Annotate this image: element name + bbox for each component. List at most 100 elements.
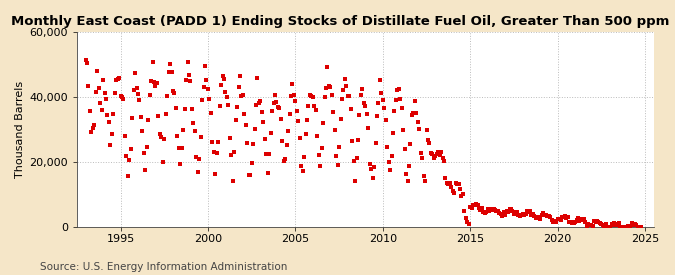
Point — [160, 112, 171, 117]
Point — [200, 64, 211, 68]
Point — [302, 118, 313, 122]
Point — [127, 116, 138, 121]
Point — [230, 118, 241, 122]
Point — [377, 98, 388, 102]
Point — [239, 112, 250, 117]
Point — [452, 182, 462, 186]
Point — [631, 222, 642, 227]
Point — [204, 97, 215, 101]
Point — [80, 58, 91, 62]
Point — [163, 70, 174, 74]
Point — [455, 187, 466, 191]
Point — [178, 128, 188, 133]
Point — [581, 224, 592, 228]
Point — [97, 108, 107, 112]
Point — [167, 89, 178, 93]
Point — [258, 120, 269, 124]
Point — [283, 129, 294, 133]
Point — [549, 219, 560, 223]
Point — [176, 146, 187, 151]
Point — [250, 103, 261, 107]
Point — [274, 106, 285, 111]
Point — [117, 95, 128, 99]
Point — [134, 98, 145, 102]
Point — [591, 219, 602, 224]
Point — [352, 138, 363, 143]
Point — [560, 214, 570, 219]
Point — [232, 104, 242, 109]
Point — [503, 210, 514, 214]
Point — [376, 91, 387, 96]
Point — [493, 209, 504, 213]
Point — [273, 105, 284, 109]
Point — [220, 90, 231, 95]
Point — [264, 152, 275, 157]
Point — [172, 133, 183, 138]
Point — [536, 213, 547, 218]
Point — [459, 209, 470, 213]
Point — [373, 101, 384, 105]
Point — [121, 154, 132, 158]
Point — [632, 224, 643, 229]
Point — [406, 113, 417, 117]
Point — [386, 153, 397, 158]
Point — [614, 221, 624, 225]
Point — [555, 218, 566, 222]
Point — [184, 73, 194, 77]
Point — [242, 141, 252, 145]
Point — [364, 162, 375, 167]
Point — [188, 121, 198, 126]
Point — [596, 222, 607, 227]
Point — [600, 222, 611, 226]
Point — [309, 104, 320, 108]
Point — [458, 191, 468, 196]
Point — [150, 83, 161, 88]
Point — [191, 155, 202, 159]
Point — [518, 213, 529, 217]
Point — [585, 223, 595, 227]
Point — [115, 94, 126, 99]
Point — [539, 212, 550, 217]
Point — [363, 126, 374, 131]
Point — [512, 210, 522, 214]
Point — [146, 78, 157, 83]
Point — [477, 206, 487, 210]
Point — [444, 180, 455, 185]
Point — [414, 126, 425, 131]
Point — [574, 219, 585, 223]
Point — [568, 221, 579, 225]
Point — [606, 222, 617, 227]
Point — [341, 84, 352, 89]
Point — [552, 217, 563, 221]
Point — [144, 93, 155, 97]
Point — [405, 142, 416, 146]
Point — [587, 223, 598, 228]
Point — [557, 215, 568, 219]
Point — [448, 189, 458, 194]
Point — [441, 181, 452, 185]
Point — [450, 180, 461, 185]
Point — [269, 93, 280, 97]
Point — [157, 160, 168, 164]
Point — [306, 94, 317, 98]
Point — [508, 212, 519, 216]
Text: Source: U.S. Energy Information Administration: Source: U.S. Energy Information Administ… — [40, 262, 288, 272]
Point — [181, 78, 192, 82]
Point — [465, 205, 476, 209]
Point — [246, 161, 257, 166]
Point — [411, 111, 422, 116]
Point — [98, 78, 109, 82]
Point — [430, 154, 441, 158]
Point — [562, 215, 573, 219]
Point — [107, 132, 117, 136]
Point — [108, 112, 119, 117]
Point — [82, 60, 92, 65]
Point — [463, 222, 474, 227]
Point — [229, 150, 240, 154]
Point — [238, 93, 248, 97]
Point — [90, 90, 101, 95]
Point — [153, 114, 164, 118]
Point — [216, 82, 227, 87]
Point — [385, 168, 396, 172]
Point — [412, 120, 423, 125]
